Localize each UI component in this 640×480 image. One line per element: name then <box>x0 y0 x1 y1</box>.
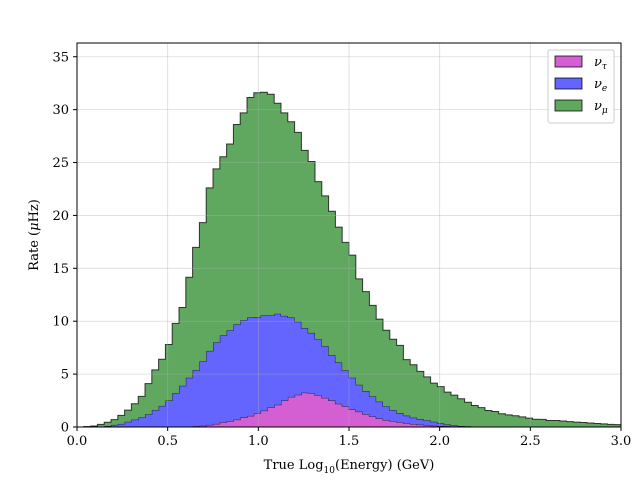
y-tick-label: 20 <box>52 209 69 224</box>
series-outline-nu-mu <box>77 91 621 428</box>
x-tick-label: 0.5 <box>157 434 178 449</box>
axis-ticks: 0.0 0.5 1.0 1.5 2.0 2.5 3.0 0 5 10 15 20 25 30 35 <box>52 50 631 449</box>
legend-subscript: e <box>602 84 607 94</box>
x-tick-label: 2.0 <box>429 434 450 449</box>
legend-symbol: ν <box>594 77 602 92</box>
legend-symbol: ν <box>594 55 602 70</box>
legend-swatch-nu-mu <box>554 99 583 112</box>
y-tick-label: 35 <box>52 50 69 65</box>
legend-label-nu-e: νe <box>594 77 607 94</box>
legend-symbol: ν <box>594 99 602 114</box>
y-axis-label: Rate (μHz) <box>27 199 42 271</box>
legend-label-nu-tau: ντ <box>594 55 608 72</box>
legend-subscript: τ <box>602 62 608 72</box>
y-tick-label: 30 <box>52 103 69 118</box>
x-tick-label: 2.5 <box>520 434 541 449</box>
legend-subscript: μ <box>602 106 608 116</box>
y-tick-label: 0 <box>61 421 69 436</box>
legend-swatch-nu-tau <box>554 55 583 68</box>
y-tick-label: 15 <box>52 262 69 277</box>
y-tick-label: 10 <box>52 315 69 330</box>
grid-lines <box>76 43 622 428</box>
x-tick-label: 3.0 <box>611 434 632 449</box>
legend-swatch-nu-e <box>554 77 583 90</box>
x-tick-label: 1.5 <box>339 434 360 449</box>
x-tick-label: 1.0 <box>248 434 269 449</box>
legend-label-nu-mu: νμ <box>594 99 608 116</box>
x-tick-label: 0.0 <box>67 434 88 449</box>
x-axis-label: True Log10(Energy) (GeV) <box>264 458 435 476</box>
y-tick-label: 25 <box>52 156 69 171</box>
y-tick-label: 5 <box>61 368 69 383</box>
